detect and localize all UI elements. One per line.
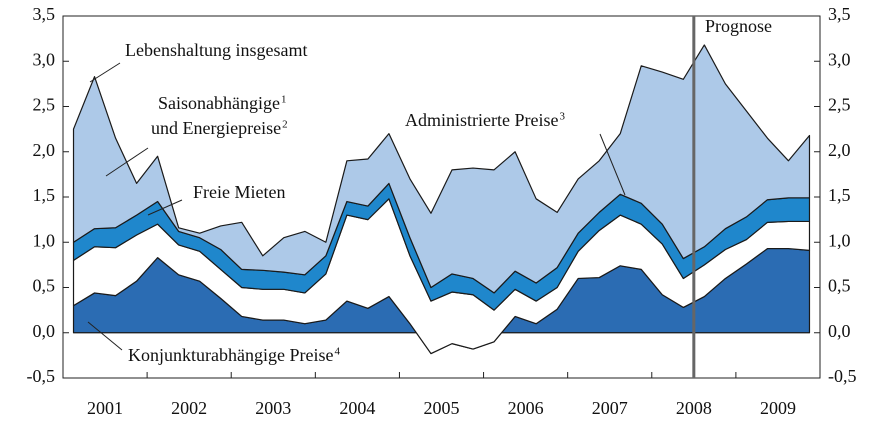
y-tick-label: 1,0 — [33, 230, 56, 250]
y-tick-label: 0,0 — [33, 321, 56, 341]
pointer — [105, 147, 149, 177]
y-tick-label: 3,0 — [33, 49, 56, 69]
x-tick-label: 2008 — [676, 398, 712, 418]
pointer — [87, 321, 123, 351]
y2-tick-label: 2,0 — [828, 140, 851, 160]
y2-tick-label: 1,5 — [828, 185, 851, 205]
area — [72, 44, 811, 294]
annotation: Saisonabhängige — [158, 93, 280, 113]
annotation: Lebenshaltung insgesamt — [125, 40, 307, 60]
pointer — [89, 62, 121, 83]
y2-tick-label: 3,5 — [828, 4, 851, 24]
footnote-mark: 3 — [559, 111, 565, 123]
y-tick-label: 2,5 — [33, 95, 56, 115]
pointer — [599, 133, 626, 196]
annotation: und Energiepreise — [151, 118, 281, 138]
y2-tick-label: -0,5 — [828, 366, 857, 386]
y-tick-label: 1,5 — [33, 185, 56, 205]
pointer — [147, 199, 183, 216]
x-tick-label: 2001 — [87, 398, 123, 418]
y-tick-label: 2,0 — [33, 140, 56, 160]
annotation: Administrierte Preise — [405, 110, 558, 130]
annotation: Freie Mieten — [193, 182, 285, 202]
x-tick-label: 2002 — [171, 398, 207, 418]
forecast-label: Prognose — [705, 16, 772, 36]
y2-tick-label: 0,5 — [828, 276, 851, 296]
y-tick-label: 3,5 — [33, 4, 56, 24]
plot-area — [72, 44, 811, 355]
footnote-mark: 1 — [281, 94, 287, 106]
x-tick-label: 2003 — [255, 398, 291, 418]
y-tick-label: -0,5 — [27, 366, 56, 386]
x-tick-label: 2005 — [424, 398, 460, 418]
footnote-mark: 4 — [334, 346, 340, 358]
y-tick-label: 0,5 — [33, 276, 56, 296]
y2-tick-label: 0,0 — [828, 321, 851, 341]
y2-tick-label: 1,0 — [828, 230, 851, 250]
y2-tick-label: 3,0 — [828, 49, 851, 69]
x-tick-label: 2007 — [592, 398, 628, 418]
footnote-mark: 2 — [282, 119, 288, 131]
x-tick-label: 2009 — [760, 398, 796, 418]
x-tick-label: 2006 — [508, 398, 544, 418]
y2-tick-label: 2,5 — [828, 95, 851, 115]
x-tick-label: 2004 — [339, 398, 375, 418]
annotation: Konjunkturabhängige Preise — [128, 345, 333, 365]
